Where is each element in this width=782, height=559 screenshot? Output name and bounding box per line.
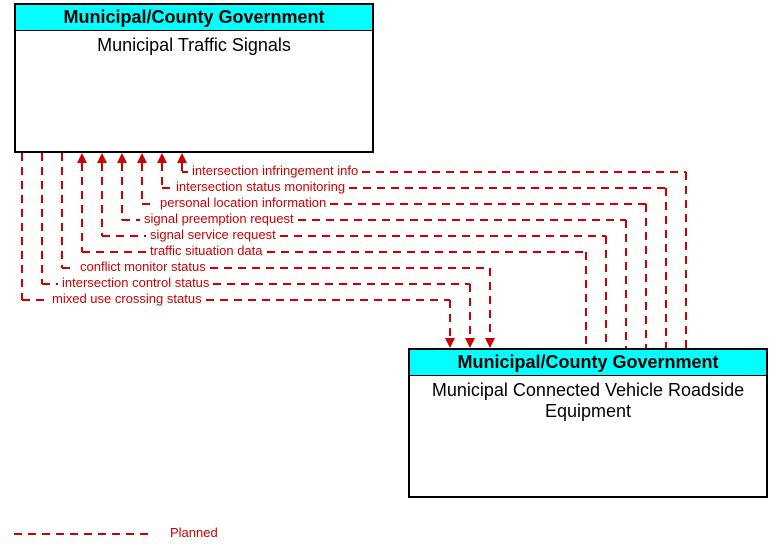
node-bottom-body: Municipal Connected Vehicle Roadside Equ… — [410, 376, 766, 426]
flow-label: intersection infringement info — [192, 163, 358, 178]
node-top-body-label: Municipal Traffic Signals — [97, 35, 291, 55]
legend-planned-label: Planned — [170, 525, 218, 540]
node-bottom-header: Municipal/County Government — [410, 350, 766, 376]
node-top-header-label: Municipal/County Government — [63, 7, 324, 27]
flow-label: conflict monitor status — [80, 259, 206, 274]
node-top-header: Municipal/County Government — [16, 5, 372, 31]
flow-label: signal service request — [150, 227, 276, 242]
node-municipal-traffic-signals: Municipal/County Government Municipal Tr… — [14, 3, 374, 153]
flow-label: traffic situation data — [150, 243, 263, 258]
flow-label: intersection control status — [62, 275, 209, 290]
flow-label: personal location information — [160, 195, 326, 210]
node-municipal-connected-vehicle-roadside-equipment: Municipal/County Government Municipal Co… — [408, 348, 768, 498]
flow-label: signal preemption request — [144, 211, 294, 226]
node-bottom-header-label: Municipal/County Government — [457, 352, 718, 372]
node-bottom-body-label: Municipal Connected Vehicle Roadside Equ… — [432, 380, 744, 421]
node-top-body: Municipal Traffic Signals — [16, 31, 372, 60]
flow-label: intersection status monitoring — [176, 179, 345, 194]
flow-label: mixed use crossing status — [52, 291, 202, 306]
